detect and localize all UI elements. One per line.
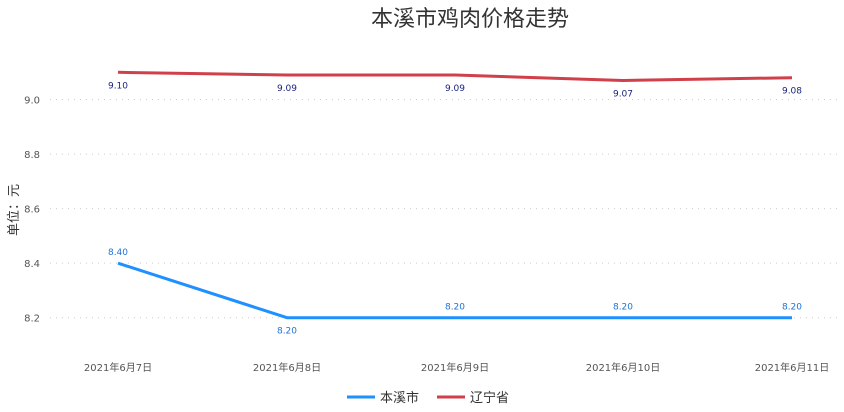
data-label: 8.20 <box>613 303 633 313</box>
x-tick-label: 2021年6月8日 <box>253 361 321 374</box>
y-axis-label: 单位：元 <box>7 184 22 236</box>
x-tick-label: 2021年6月9日 <box>421 361 489 374</box>
gridlines <box>50 99 840 319</box>
x-tick-label: 2021年6月11日 <box>755 361 830 374</box>
y-tick-label: 8.6 <box>24 205 40 216</box>
series-line <box>117 261 792 320</box>
y-tick-labels: 8.2 8.4 8.6 8.8 9.0 <box>24 96 40 325</box>
data-label: 8.20 <box>445 303 465 313</box>
legend-item[interactable]: 本溪市 <box>380 390 419 406</box>
y-tick-label: 8.2 <box>24 314 40 325</box>
x-tick-labels: 2021年6月7日 2021年6月8日 2021年6月9日 2021年6月10日 202… <box>84 361 829 374</box>
y-tick-label: 8.4 <box>24 259 40 270</box>
data-label: 8.20 <box>782 303 802 313</box>
data-label: 9.08 <box>782 87 802 97</box>
data-label: 9.09 <box>445 84 465 94</box>
data-label: 9.07 <box>613 89 633 99</box>
series-lines <box>117 70 793 320</box>
legend: 本溪市 辽宁省 <box>347 390 509 406</box>
legend-item[interactable]: 辽宁省 <box>470 390 509 406</box>
x-tick-label: 2021年6月10日 <box>586 361 661 374</box>
x-tick-label: 2021年6月7日 <box>84 361 152 374</box>
data-label: 9.10 <box>108 81 128 91</box>
y-tick-label: 8.8 <box>24 150 40 161</box>
data-label: 8.20 <box>277 327 297 337</box>
data-labels: 8.40 8.20 8.20 8.20 8.20 9.10 9.09 9.09 9.07 9.08 <box>108 81 802 336</box>
data-label: 9.09 <box>277 84 297 94</box>
y-tick-label: 9.0 <box>24 96 40 107</box>
series-line <box>117 70 793 82</box>
chart-title: 本溪市鸡肉价格走势 <box>371 7 569 32</box>
data-label: 8.40 <box>108 248 128 258</box>
